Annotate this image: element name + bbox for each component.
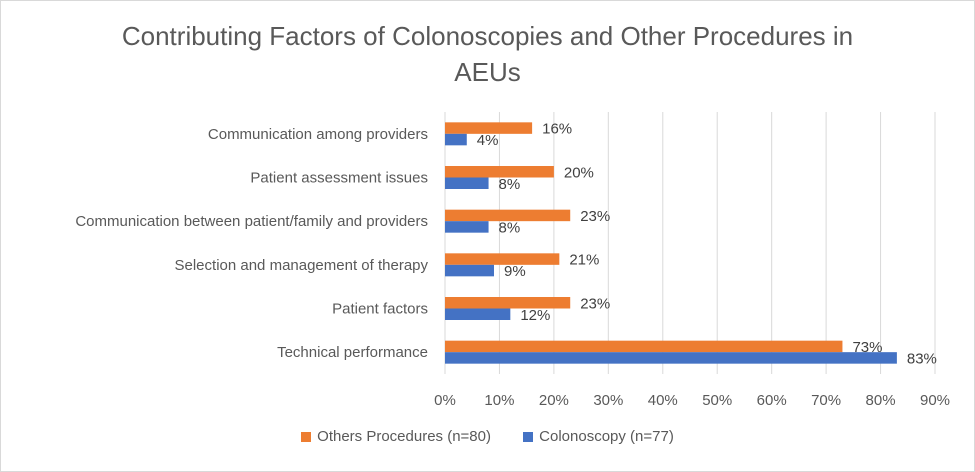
x-tick-label: 40% [648, 392, 678, 409]
data-label: 73% [852, 339, 882, 356]
x-tick-label: 60% [757, 392, 787, 409]
data-label: 8% [499, 176, 521, 193]
data-label: 21% [569, 252, 599, 269]
data-label: 9% [504, 263, 526, 280]
category-label: Patient assessment issues [250, 170, 428, 187]
legend-item-colonoscopy: Colonoscopy (n=77) [523, 428, 674, 445]
x-tick-label: 50% [702, 392, 732, 409]
bar-others [445, 209, 571, 222]
bar-others [445, 253, 560, 265]
x-tick-label: 30% [593, 392, 623, 409]
chart-title: Contributing Factors of Colonoscopies an… [0, 18, 975, 90]
data-label: 12% [520, 307, 550, 324]
bar-others [445, 166, 554, 178]
x-tick-label: 0% [434, 392, 456, 409]
x-tick-label: 20% [539, 392, 569, 409]
chart-legend: Others Procedures (n=80) Colonoscopy (n=… [0, 428, 975, 446]
chart-title-line-1: Contributing Factors of Colonoscopies an… [121, 21, 854, 51]
bar-colonoscopy [445, 308, 511, 320]
bar-colonoscopy [445, 352, 897, 364]
data-label: 16% [542, 121, 572, 138]
bar-others [445, 122, 533, 134]
bar-others [445, 340, 843, 353]
legend-swatch-colonoscopy [523, 431, 534, 442]
bar-others [445, 297, 571, 309]
legend-swatch-others [301, 431, 312, 442]
legend-label-colonoscopy: Colonoscopy (n=77) [539, 428, 674, 445]
category-label: Selection and management of therapy [175, 257, 429, 274]
bar-colonoscopy [445, 221, 489, 233]
chart-title-line-2: AEUs [454, 57, 521, 87]
legend-label-others: Others Procedures (n=80) [317, 428, 491, 445]
legend-item-others: Others Procedures (n=80) [301, 428, 491, 445]
data-label: 8% [499, 219, 521, 236]
data-label: 20% [564, 164, 594, 181]
category-label: Communication between patient/family and… [75, 213, 428, 230]
x-tick-label: 90% [920, 392, 950, 409]
data-label: 4% [477, 132, 499, 149]
bar-colonoscopy [445, 133, 467, 146]
bar-colonoscopy [445, 264, 494, 277]
category-label: Communication among providers [208, 126, 428, 143]
category-label: Patient factors [332, 301, 428, 318]
data-label: 23% [580, 208, 610, 225]
data-label: 23% [580, 295, 610, 312]
x-tick-label: 80% [866, 392, 896, 409]
category-label: Technical performance [277, 344, 428, 361]
bar-colonoscopy [445, 177, 489, 189]
data-label: 83% [907, 350, 937, 367]
x-tick-label: 70% [811, 392, 841, 409]
x-tick-label: 10% [484, 392, 514, 409]
